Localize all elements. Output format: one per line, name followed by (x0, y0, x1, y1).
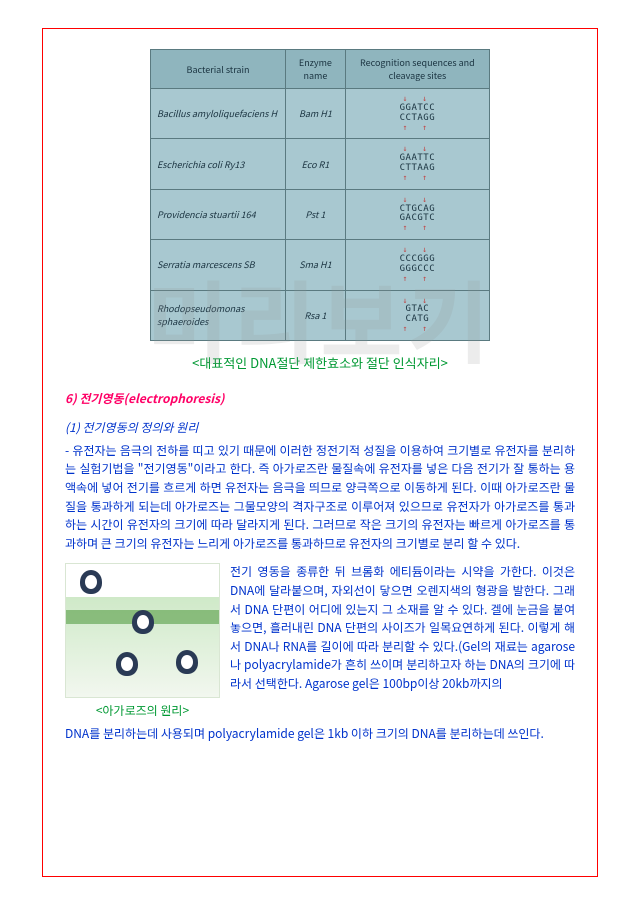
penguin-icon (116, 652, 138, 676)
cell-sequence: ↓ ↓CCCGGGGGGCCC↑ ↑ (345, 240, 489, 290)
enzyme-table-body: Bacillus amyloliquefaciens HBam H1↓ ↓GGA… (151, 89, 490, 341)
col-strain: Bacterial strain (151, 50, 286, 89)
table-row: Providencia stuartii 164Pst 1↓ ↓CTGCAGGA… (151, 189, 490, 239)
table-row: Bacillus amyloliquefaciens HBam H1↓ ↓GGA… (151, 89, 490, 139)
figure2-caption: <아가로즈의 원리> (65, 702, 220, 719)
section-heading: 6) 전기영동(electrophoresis) (65, 390, 575, 407)
cell-enzyme: Rsa 1 (286, 290, 346, 340)
cell-strain: Rhodopseudomonas sphaeroides (151, 290, 286, 340)
cell-enzyme: Sma H1 (286, 240, 346, 290)
cell-strain: Serratia marcescens SB (151, 240, 286, 290)
section-number: 6) (65, 390, 77, 407)
table-row: Escherichia coli Ry13Eco R1↓ ↓GAATTCCTTA… (151, 139, 490, 189)
cell-strain: Bacillus amyloliquefaciens H (151, 89, 286, 139)
col-seq: Recognition sequences and cleavage sites (345, 50, 489, 89)
subsection-heading: (1) 전기영동의 정의와 원리 (65, 419, 575, 436)
cell-strain: Providencia stuartii 164 (151, 189, 286, 239)
page-frame: 미리보기 Bacterial strain Enzyme name Recogn… (42, 28, 598, 877)
section-title-en: (electrophoresis) (124, 390, 225, 407)
table-header-row: Bacterial strain Enzyme name Recognition… (151, 50, 490, 89)
paragraph-3: DNA를 분리하는데 사용되며 polyacrylamide gel은 1kb … (65, 725, 575, 744)
agarose-cartoon (65, 563, 220, 698)
table-row: Serratia marcescens SBSma H1↓ ↓CCCGGGGGG… (151, 240, 490, 290)
figure2-block: 전기 영동을 종류한 뒤 브롬화 에티듐이라는 시약을 가한다. 이것은 DNA… (65, 563, 575, 719)
cell-sequence: ↓ ↓GTACCATG↑ ↑ (345, 290, 489, 340)
cell-enzyme: Eco R1 (286, 139, 346, 189)
cell-enzyme: Bam H1 (286, 89, 346, 139)
cell-strain: Escherichia coli Ry13 (151, 139, 286, 189)
caption-close: > (441, 353, 448, 372)
paragraph-1: - 유전자는 음극의 전하를 띠고 있기 때문에 이러한 정전기적 성질을 이용… (65, 442, 575, 554)
cell-sequence: ↓ ↓CTGCAGGACGTC↑ ↑ (345, 189, 489, 239)
caption-text: 대표적인 DNA절단 제한효소와 절단 인식자리 (199, 353, 440, 372)
penguin-icon (80, 570, 102, 594)
table-row: Rhodopseudomonas sphaeroidesRsa 1↓ ↓GTAC… (151, 290, 490, 340)
cell-sequence: ↓ ↓GGATCCCCTAGG↑ ↑ (345, 89, 489, 139)
cell-sequence: ↓ ↓GAATTCCTTAAG↑ ↑ (345, 139, 489, 189)
section-title-ko: 전기영동 (79, 390, 123, 407)
figure1-caption: <대표적인 DNA절단 제한효소와 절단 인식자리> (65, 353, 575, 372)
enzyme-table: Bacterial strain Enzyme name Recognition… (150, 49, 490, 341)
enzyme-figure: Bacterial strain Enzyme name Recognition… (65, 49, 575, 341)
penguin-icon (132, 610, 154, 634)
penguin-icon (176, 650, 198, 674)
col-enzyme: Enzyme name (286, 50, 346, 89)
cell-enzyme: Pst 1 (286, 189, 346, 239)
